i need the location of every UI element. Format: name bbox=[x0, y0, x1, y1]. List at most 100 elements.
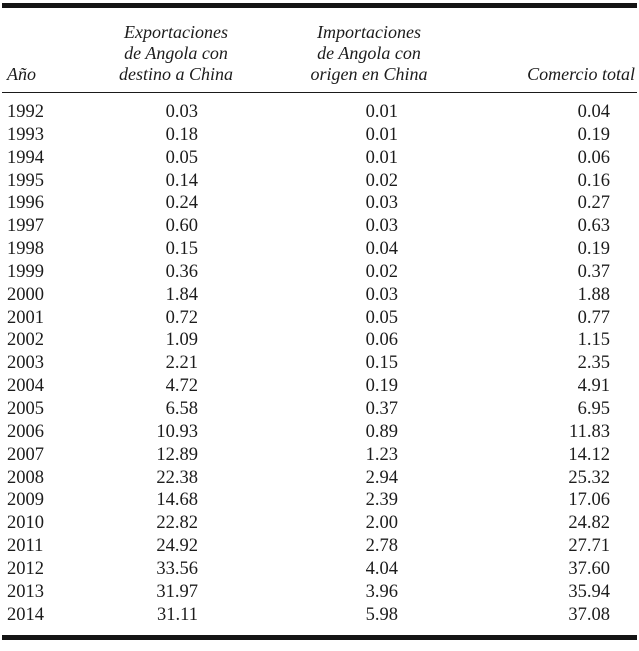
imports-cell: 0.02 bbox=[365, 170, 398, 191]
col-header-imports-line3: origen en China bbox=[310, 64, 428, 84]
table-row: 2014 31.11 5.98 37.08 bbox=[0, 604, 639, 627]
col-header-total: Comercio total bbox=[527, 64, 635, 84]
exports-cell: 0.72 bbox=[165, 307, 198, 328]
table-row: 1998 0.15 0.04 0.19 bbox=[0, 238, 639, 261]
exports-cell: 0.36 bbox=[165, 261, 198, 282]
total-cell: 35.94 bbox=[568, 581, 610, 602]
year-cell: 1998 bbox=[7, 239, 44, 260]
year-cell: 1993 bbox=[7, 124, 44, 145]
imports-cell: 0.37 bbox=[365, 398, 398, 419]
year-cell: 1995 bbox=[7, 170, 44, 191]
year-cell: 2004 bbox=[7, 376, 44, 397]
table-row: 2010 22.82 2.00 24.82 bbox=[0, 512, 639, 535]
year-cell: 2012 bbox=[7, 558, 44, 579]
year-cell: 1994 bbox=[7, 147, 44, 168]
table-row: 2009 14.68 2.39 17.06 bbox=[0, 489, 639, 512]
total-cell: 0.63 bbox=[577, 216, 610, 237]
total-cell: 1.88 bbox=[577, 284, 610, 305]
imports-cell: 0.03 bbox=[365, 216, 398, 237]
year-cell: 2005 bbox=[7, 398, 44, 419]
exports-cell: 1.84 bbox=[165, 284, 198, 305]
total-cell: 0.04 bbox=[577, 102, 610, 122]
total-cell: 0.19 bbox=[577, 239, 610, 260]
imports-cell: 0.03 bbox=[365, 284, 398, 305]
year-cell: 1999 bbox=[7, 261, 44, 282]
top-rule bbox=[2, 3, 637, 8]
table-row: 2007 12.89 1.23 14.12 bbox=[0, 444, 639, 467]
exports-cell: 6.58 bbox=[165, 398, 198, 419]
exports-cell: 31.11 bbox=[157, 604, 198, 625]
table-row: 2002 1.09 0.06 1.15 bbox=[0, 329, 639, 352]
year-cell: 2013 bbox=[7, 581, 44, 602]
exports-cell: 10.93 bbox=[156, 421, 198, 442]
exports-cell: 2.21 bbox=[165, 353, 198, 374]
imports-cell: 4.04 bbox=[365, 558, 398, 579]
year-cell: 2002 bbox=[7, 330, 44, 351]
imports-cell: 0.15 bbox=[365, 353, 398, 374]
imports-cell: 0.02 bbox=[365, 261, 398, 282]
table-row: 1992 0.03 0.01 0.04 bbox=[0, 101, 639, 124]
col-header-imports-line1: Importaciones bbox=[317, 22, 421, 42]
exports-cell: 0.60 bbox=[165, 216, 198, 237]
exports-cell: 31.97 bbox=[156, 581, 198, 602]
year-cell: 2014 bbox=[7, 604, 44, 625]
total-cell: 0.37 bbox=[577, 261, 610, 282]
total-cell: 37.08 bbox=[568, 604, 610, 625]
exports-cell: 4.72 bbox=[165, 376, 198, 397]
year-cell: 2011 bbox=[7, 536, 44, 557]
table-row: 2005 6.58 0.37 6.95 bbox=[0, 398, 639, 421]
imports-cell: 0.19 bbox=[365, 376, 398, 397]
col-header-exports-line1: Exportaciones bbox=[124, 22, 228, 42]
table-row: 1996 0.24 0.03 0.27 bbox=[0, 192, 639, 215]
exports-cell: 0.18 bbox=[165, 124, 198, 145]
exports-cell: 22.38 bbox=[156, 467, 198, 488]
exports-cell: 0.24 bbox=[165, 193, 198, 214]
year-cell: 2009 bbox=[7, 490, 44, 511]
exports-cell: 1.09 bbox=[165, 330, 198, 351]
total-cell: 0.77 bbox=[577, 307, 610, 328]
col-header-imports: Importaciones de Angola con origen en Ch… bbox=[269, 22, 469, 85]
imports-cell: 0.03 bbox=[365, 193, 398, 214]
exports-cell: 24.92 bbox=[156, 536, 198, 557]
imports-cell: 0.01 bbox=[365, 147, 398, 168]
total-cell: 0.19 bbox=[577, 124, 610, 145]
table-row: 2003 2.21 0.15 2.35 bbox=[0, 352, 639, 375]
total-cell: 24.82 bbox=[568, 513, 610, 534]
col-header-exports-line2: de Angola con bbox=[124, 43, 228, 63]
table-row: 1994 0.05 0.01 0.06 bbox=[0, 147, 639, 170]
imports-cell: 2.94 bbox=[365, 467, 398, 488]
year-cell: 2006 bbox=[7, 421, 44, 442]
col-header-exports-line3: destino a China bbox=[118, 64, 233, 84]
exports-cell: 0.14 bbox=[165, 170, 198, 191]
imports-cell: 2.78 bbox=[365, 536, 398, 557]
imports-cell: 0.06 bbox=[365, 330, 398, 351]
imports-cell: 5.98 bbox=[365, 604, 398, 625]
imports-cell: 0.05 bbox=[365, 307, 398, 328]
year-cell: 2003 bbox=[7, 353, 44, 374]
imports-cell: 0.04 bbox=[365, 239, 398, 260]
exports-cell: 0.15 bbox=[165, 239, 198, 260]
imports-cell: 2.00 bbox=[365, 513, 398, 534]
paper-table-page: Año Exportaciones de Angola con destino … bbox=[0, 3, 639, 651]
table-row: 1995 0.14 0.02 0.16 bbox=[0, 170, 639, 193]
table-row: 2011 24.92 2.78 27.71 bbox=[0, 535, 639, 558]
bottom-rule bbox=[2, 635, 637, 641]
table-header-row: Año Exportaciones de Angola con destino … bbox=[2, 8, 637, 93]
col-header-exports: Exportaciones de Angola con destino a Ch… bbox=[91, 22, 261, 85]
table-row: 2008 22.38 2.94 25.32 bbox=[0, 467, 639, 490]
year-cell: 2000 bbox=[7, 284, 44, 305]
imports-cell: 2.39 bbox=[365, 490, 398, 511]
total-cell: 27.71 bbox=[568, 536, 610, 557]
imports-cell: 0.89 bbox=[365, 421, 398, 442]
exports-cell: 0.03 bbox=[165, 102, 198, 122]
col-header-year: Año bbox=[7, 64, 36, 84]
col-header-imports-line2: de Angola con bbox=[317, 43, 421, 63]
year-cell: 2008 bbox=[7, 467, 44, 488]
table-row: 2000 1.84 0.03 1.88 bbox=[0, 284, 639, 307]
exports-cell: 33.56 bbox=[156, 558, 198, 579]
exports-cell: 22.82 bbox=[156, 513, 198, 534]
year-cell: 1992 bbox=[7, 102, 44, 122]
total-cell: 2.35 bbox=[577, 353, 610, 374]
table-row: 2006 10.93 0.89 11.83 bbox=[0, 421, 639, 444]
year-cell: 2001 bbox=[7, 307, 44, 328]
